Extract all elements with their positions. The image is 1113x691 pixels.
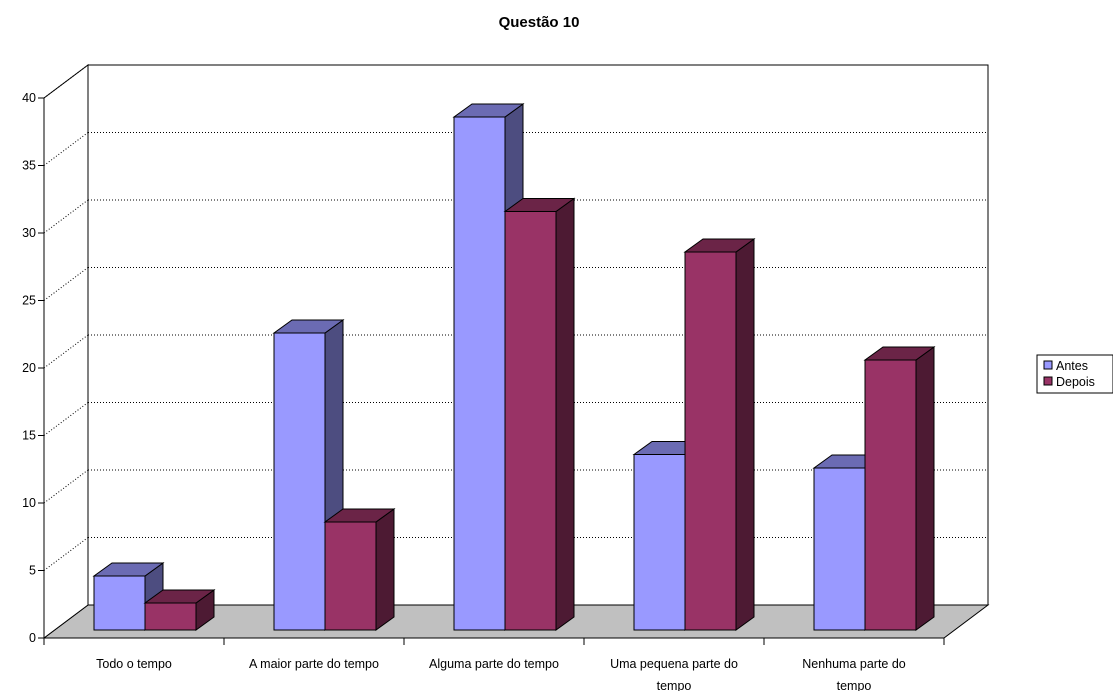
bar-depois-1 [323,508,396,631]
gridline-side [43,132,89,166]
y-tick-label: 30 [22,226,36,240]
gridline-side [43,402,89,436]
x-tick-label: Uma pequena parte do tempo [610,657,738,691]
x-tick-label: A maior parte do tempo [249,657,379,671]
gridline-side [43,64,89,99]
chart-title: Questão 10 [499,14,580,31]
category-axis: Todo o tempo A maior parte do tempo Alguma… [43,637,945,691]
x-tick-label: Alguma parte do tempo [429,657,559,671]
bar-depois-0 [143,589,216,631]
x-tick-label: Nenhuma parte do tempo [802,657,906,691]
y-tick-label: 15 [22,429,36,443]
x-tick-label: Todo o tempo [96,657,172,671]
y-tick-label: 25 [22,294,36,308]
y-tick-label: 20 [22,361,36,375]
legend: Antes Depois [1036,354,1113,394]
gridline-side [43,199,89,234]
y-tick-label: 35 [22,159,36,173]
value-axis: 0 5 10 15 20 25 30 35 40 [22,91,45,645]
bar-depois-4 [863,346,936,631]
gridline-side [43,469,89,504]
legend-swatch-depois [1043,376,1053,386]
bar-depois-3 [683,238,756,631]
y-tick-label: 0 [29,631,36,645]
legend-label-antes: Antes [1056,359,1088,373]
legend-swatch-antes [1043,360,1053,370]
y-tick-label: 40 [22,91,36,105]
gridline-side [43,537,89,571]
y-tick-label: 5 [29,564,36,578]
gridline-side [43,267,89,301]
y-tick-label: 10 [22,496,36,510]
gridline-side [43,334,89,369]
bars [92,103,936,631]
legend-label-depois: Depois [1056,375,1095,389]
bar-depois-2 [503,197,576,631]
